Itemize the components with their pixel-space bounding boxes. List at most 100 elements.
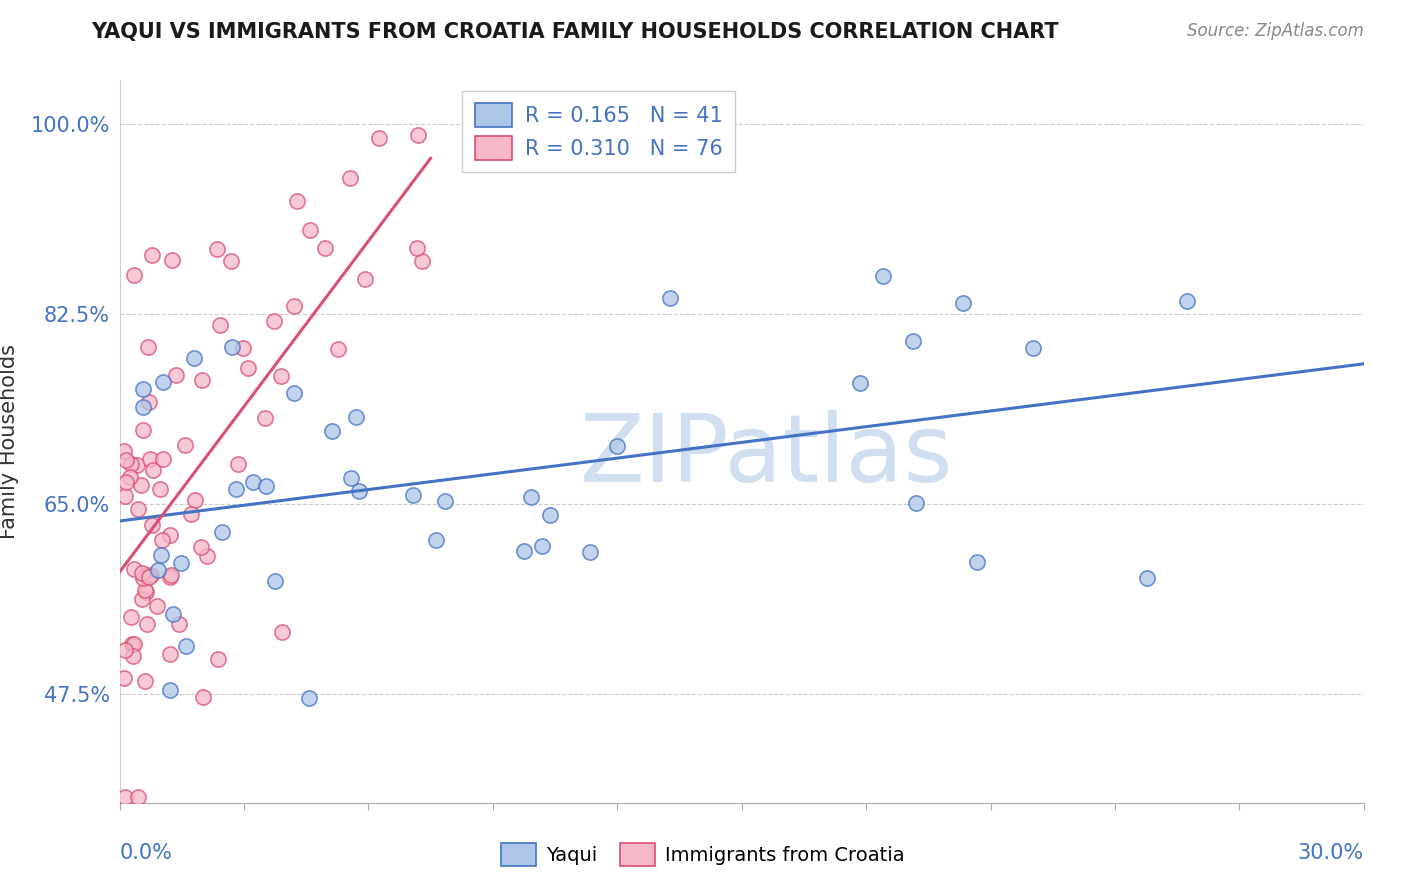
Text: 0.0%: 0.0% (120, 843, 173, 863)
Point (132, 424, 155, 438)
Point (236, 361, 259, 376)
Point (120, 610, 142, 624)
Point (1021, 341, 1043, 355)
Point (139, 451, 162, 466)
Point (254, 479, 277, 493)
Point (122, 648, 145, 663)
Point (901, 334, 924, 348)
Text: 30.0%: 30.0% (1298, 843, 1364, 863)
Point (131, 566, 153, 580)
Point (115, 452, 138, 467)
Point (347, 483, 370, 498)
Point (112, 672, 135, 686)
Point (132, 401, 155, 415)
Point (141, 247, 163, 261)
Point (339, 170, 361, 185)
Point (283, 386, 305, 401)
Y-axis label: Family Households: Family Households (0, 344, 20, 539)
Point (136, 340, 159, 354)
Point (433, 494, 456, 508)
Point (270, 368, 292, 383)
Point (344, 410, 367, 425)
Point (176, 639, 198, 653)
Point (849, 376, 872, 391)
Point (136, 617, 159, 632)
Point (1175, 294, 1198, 309)
Point (340, 471, 363, 485)
Point (406, 128, 429, 142)
Point (118, 470, 141, 484)
Point (209, 318, 232, 332)
Point (321, 424, 343, 438)
Point (183, 351, 205, 366)
Point (659, 291, 682, 305)
Point (152, 452, 174, 467)
Point (211, 525, 233, 540)
Point (285, 194, 308, 209)
Point (165, 368, 187, 382)
Point (207, 652, 229, 666)
Point (135, 585, 157, 599)
Point (406, 241, 429, 255)
Point (160, 252, 183, 267)
Point (966, 555, 988, 569)
Point (221, 340, 243, 354)
Point (531, 539, 554, 553)
Point (353, 272, 375, 286)
Point (150, 548, 173, 562)
Point (254, 411, 277, 425)
Point (512, 544, 534, 558)
Text: Source: ZipAtlas.com: Source: ZipAtlas.com (1187, 22, 1364, 40)
Point (141, 517, 163, 532)
Point (114, 489, 136, 503)
Point (122, 268, 145, 283)
Text: ZIPatlas: ZIPatlas (579, 410, 953, 502)
Point (190, 540, 212, 554)
Point (283, 299, 305, 313)
Point (159, 568, 181, 582)
Point (159, 647, 181, 661)
Point (162, 607, 184, 621)
Point (122, 637, 145, 651)
Point (191, 690, 214, 705)
Point (579, 545, 602, 559)
Point (152, 376, 174, 390)
Point (538, 508, 561, 522)
Point (184, 492, 207, 507)
Point (263, 314, 285, 328)
Point (152, 533, 174, 547)
Point (872, 268, 894, 283)
Point (146, 599, 169, 614)
Point (114, 475, 136, 489)
Point (271, 624, 294, 639)
Point (124, 562, 146, 576)
Point (226, 457, 249, 471)
Point (159, 682, 181, 697)
Point (142, 463, 165, 477)
Point (132, 382, 155, 396)
Point (148, 563, 170, 577)
Point (314, 242, 336, 256)
Point (159, 528, 181, 542)
Point (952, 295, 974, 310)
Point (169, 616, 191, 631)
Point (195, 549, 218, 564)
Point (207, 242, 229, 256)
Point (125, 458, 148, 473)
Point (138, 570, 160, 584)
Point (425, 533, 447, 548)
Point (190, 373, 212, 387)
Point (606, 439, 628, 453)
Legend: Yaqui, Immigrants from Croatia: Yaqui, Immigrants from Croatia (494, 835, 912, 873)
Point (134, 674, 156, 689)
Legend: R = 0.165   N = 41, R = 0.310   N = 76: R = 0.165 N = 41, R = 0.310 N = 76 (463, 91, 735, 172)
Point (120, 457, 142, 471)
Point (149, 483, 172, 497)
Point (127, 790, 149, 805)
Point (138, 394, 160, 409)
Point (232, 341, 254, 355)
Point (264, 574, 287, 588)
Point (411, 254, 433, 268)
Point (1135, 571, 1157, 585)
Point (114, 790, 136, 805)
